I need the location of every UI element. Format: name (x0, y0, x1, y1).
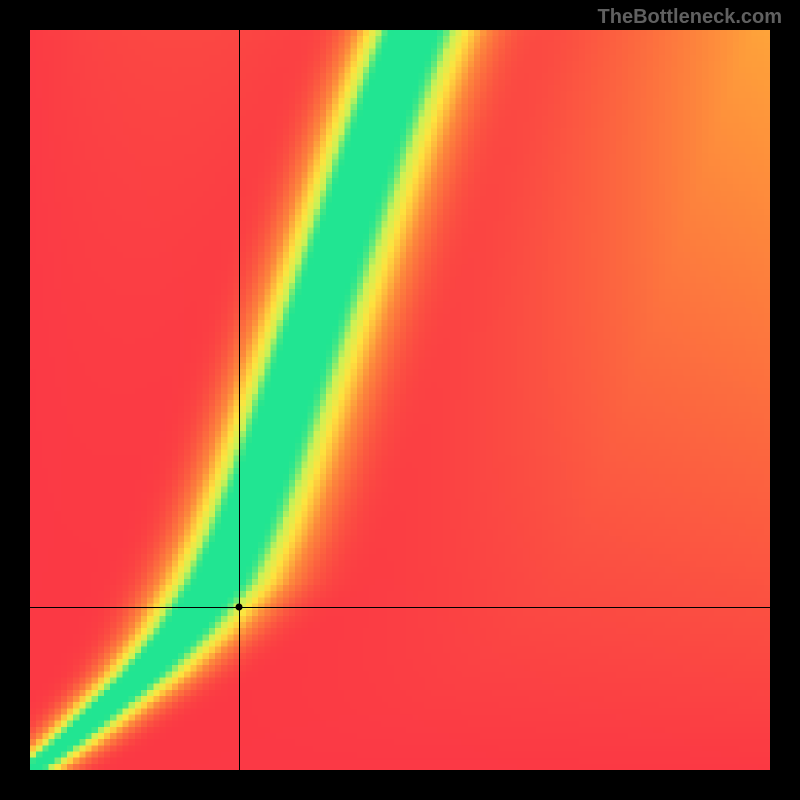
selection-marker (235, 604, 242, 611)
heatmap-canvas (30, 30, 770, 770)
crosshair-horizontal (30, 607, 770, 608)
crosshair-vertical (239, 30, 240, 770)
watermark-text: TheBottleneck.com (598, 6, 782, 29)
bottleneck-heatmap (30, 30, 770, 770)
